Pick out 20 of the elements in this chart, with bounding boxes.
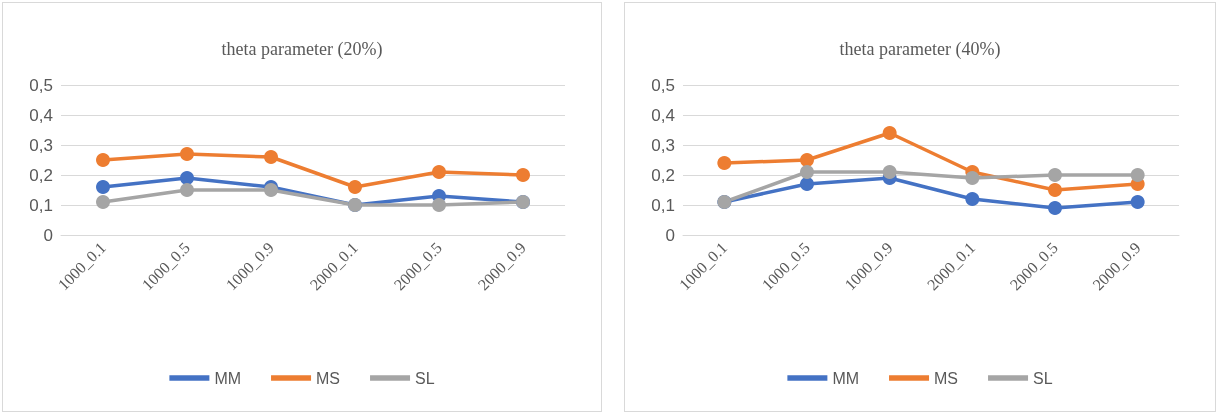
y-tick-label: 0,3 — [29, 135, 53, 155]
legend-label: MM — [214, 369, 242, 387]
y-tick-label: 0,5 — [29, 75, 53, 95]
y-tick-label: 0,3 — [651, 135, 675, 155]
chart-title: theta parameter (40%) — [839, 39, 1001, 60]
legend-label: SL — [1033, 369, 1053, 387]
y-tick-label: 0,5 — [651, 75, 675, 95]
y-tick-label: 0,1 — [29, 195, 53, 215]
legend-label: MS — [316, 369, 341, 387]
y-tick-label: 0,4 — [29, 105, 53, 125]
y-tick-label: 0 — [665, 225, 675, 245]
y-tick-label: 0,2 — [29, 165, 53, 185]
y-tick-label: 0 — [43, 225, 53, 245]
legend-label: SL — [415, 369, 435, 387]
legend-label: MM — [832, 369, 860, 387]
chart-title: theta parameter (20%) — [221, 39, 383, 60]
y-tick-label: 0,1 — [651, 195, 675, 215]
legend-label: MS — [934, 369, 959, 387]
y-tick-label: 0,2 — [651, 165, 675, 185]
y-tick-label: 0,4 — [651, 105, 675, 125]
